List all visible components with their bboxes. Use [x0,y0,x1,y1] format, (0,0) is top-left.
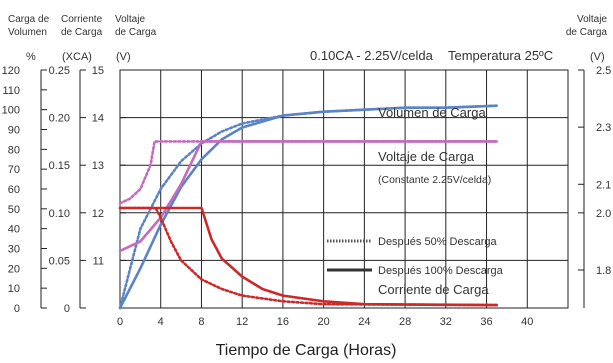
voltage-right-tick-label: 2.0 [596,208,611,220]
volume-tick-label: 0 [14,303,20,315]
volume-tick-label: 40 [8,224,20,236]
voltage-left-tick-label: 13 [92,160,104,172]
current-unit: (XCA) [62,51,92,63]
x-tick-label: 12 [236,316,248,328]
legend-solid-label: Después 100% Descarga [378,265,504,277]
voltage-left-header-line2: de Carga [115,27,157,38]
voltage-annotation: Voltaje de Carga [378,149,475,164]
x-tick-labels: 0 4 8 12 16 20 24 28 32 36 40 [117,316,533,328]
voltage-right-unit: (V) [590,51,605,63]
x-tick-label: 4 [158,316,164,328]
temperature-label: Temperatura 25ºC [448,48,553,63]
volume-tick-label: 60 [8,184,20,196]
volume-tick-label: 20 [8,263,20,275]
voltage-line-after-50-discharge [118,140,498,205]
current-header-line1: Corriente [61,14,103,25]
x-tick-label: 36 [480,316,492,328]
voltage-left-header-line1: Voltaje [115,14,145,25]
voltage-right-header-line2: de Carga [566,27,608,38]
charge-condition: 0.10CA - 2.25V/celda [310,48,434,63]
x-axis-title: Tiempo de Carga (Horas) [216,342,397,359]
voltage-right-axis-header: Voltaje de Carga (V) [566,14,608,63]
legend-dotted-label: Después 50% Descarga [378,236,498,248]
volume-tick-label: 100 [2,105,20,117]
voltage-right-tick-label: 2.5 [596,65,611,77]
volume-tick-label: 70 [8,164,20,176]
x-tick-label: 20 [318,316,330,328]
volume-annotation: Volumen de Carga [378,105,486,120]
current-line-after-100-discharge [118,206,498,307]
current-tick-label: 0.20 [49,113,70,125]
voltage-right-tick-label: 2.1 [596,179,611,191]
current-tick-label: 0.25 [49,65,70,77]
current-tick-label: 0.10 [49,208,70,220]
x-tick-label: 8 [198,316,204,328]
voltage-left-unit: (V) [116,51,131,63]
voltage-right-tick-label: 1.8 [596,265,611,277]
volume-tick-label: 90 [8,125,20,137]
volume-tick-label: 30 [8,244,20,256]
volume-header-line1: Carga de [8,14,50,25]
volume-line-after-50-discharge [118,104,498,310]
voltage-right-header-line1: Voltaje [577,14,607,25]
volume-tick-label: 50 [8,204,20,216]
current-header-line2: de Carga [61,27,103,38]
volume-tick-label: 80 [8,144,20,156]
grid-layer [119,69,569,309]
volume-unit: % [26,51,36,63]
series-layer [118,104,498,310]
voltage-left-tick-label: 11 [93,255,104,267]
x-tick-label: 0 [117,316,123,328]
x-tick-label: 40 [521,316,533,328]
volume-axis-header: Carga de Volumen % [8,14,50,63]
current-tick-label: 0.15 [49,160,70,172]
plot-frame [119,69,569,309]
current-tick-label: 0 [64,303,70,315]
voltage-left-tick-label: 14 [92,113,104,125]
volume-tick-label: 110 [2,85,20,97]
volume-tick-label: 120 [2,65,20,77]
x-tick-label: 32 [440,316,452,328]
current-annotation: Corriente de Carga [378,282,489,297]
voltage-left-tick-label: 15 [92,65,104,77]
x-tick-label: 16 [277,316,289,328]
x-tick-label: 28 [399,316,411,328]
voltage-left-axis-header: Voltaje de Carga (V) [115,14,157,63]
volume-header-line2: Volumen [8,27,47,38]
volume-tick-label: 10 [8,283,20,295]
x-tick-label: 24 [358,316,370,328]
voltage-note: (Constante 2.25V/celda) [378,174,491,186]
voltage-left-tick-label: 12 [92,208,104,220]
axes-layer: 0 10 20 30 40 50 60 70 80 90 100 110 120 0 0.05 0.10 0.1… [2,65,612,315]
current-tick-label: 0.05 [49,255,70,267]
current-line-after-50-discharge [118,206,498,307]
legend: Después 50% Descarga Después 100% Descar… [327,236,504,277]
voltage-right-tick-label: 2.3 [596,122,611,134]
current-axis-header: Corriente de Carga (XCA) [61,14,103,63]
